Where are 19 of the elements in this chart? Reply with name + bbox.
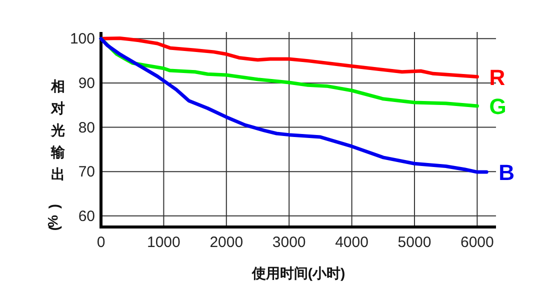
series-label: R [489, 64, 506, 90]
x-tick-label: 2000 [210, 234, 244, 251]
y-tick-label: 80 [78, 119, 95, 136]
y-tick-label: 100 [70, 30, 95, 48]
line-series [99, 36, 479, 79]
y-tick-label: 90 [78, 74, 95, 92]
x-tick-label: 3000 [272, 234, 306, 251]
x-tick-label: 1000 [147, 234, 180, 251]
x-tick-label: 5000 [398, 234, 432, 251]
x-tick-label: 6000 [460, 234, 494, 251]
x-axis-title: 使用时间(小时) [250, 265, 346, 281]
x-tick-label: 0 [96, 234, 106, 251]
series-label: G [489, 94, 506, 120]
y-tick-label: 70 [78, 164, 95, 181]
y-tick-label: 60 [78, 208, 95, 225]
x-tick-label: 4000 [335, 234, 368, 251]
line-series [99, 36, 488, 174]
series-label: B [498, 160, 514, 186]
text: 相对光输出 (%) [44, 78, 65, 231]
